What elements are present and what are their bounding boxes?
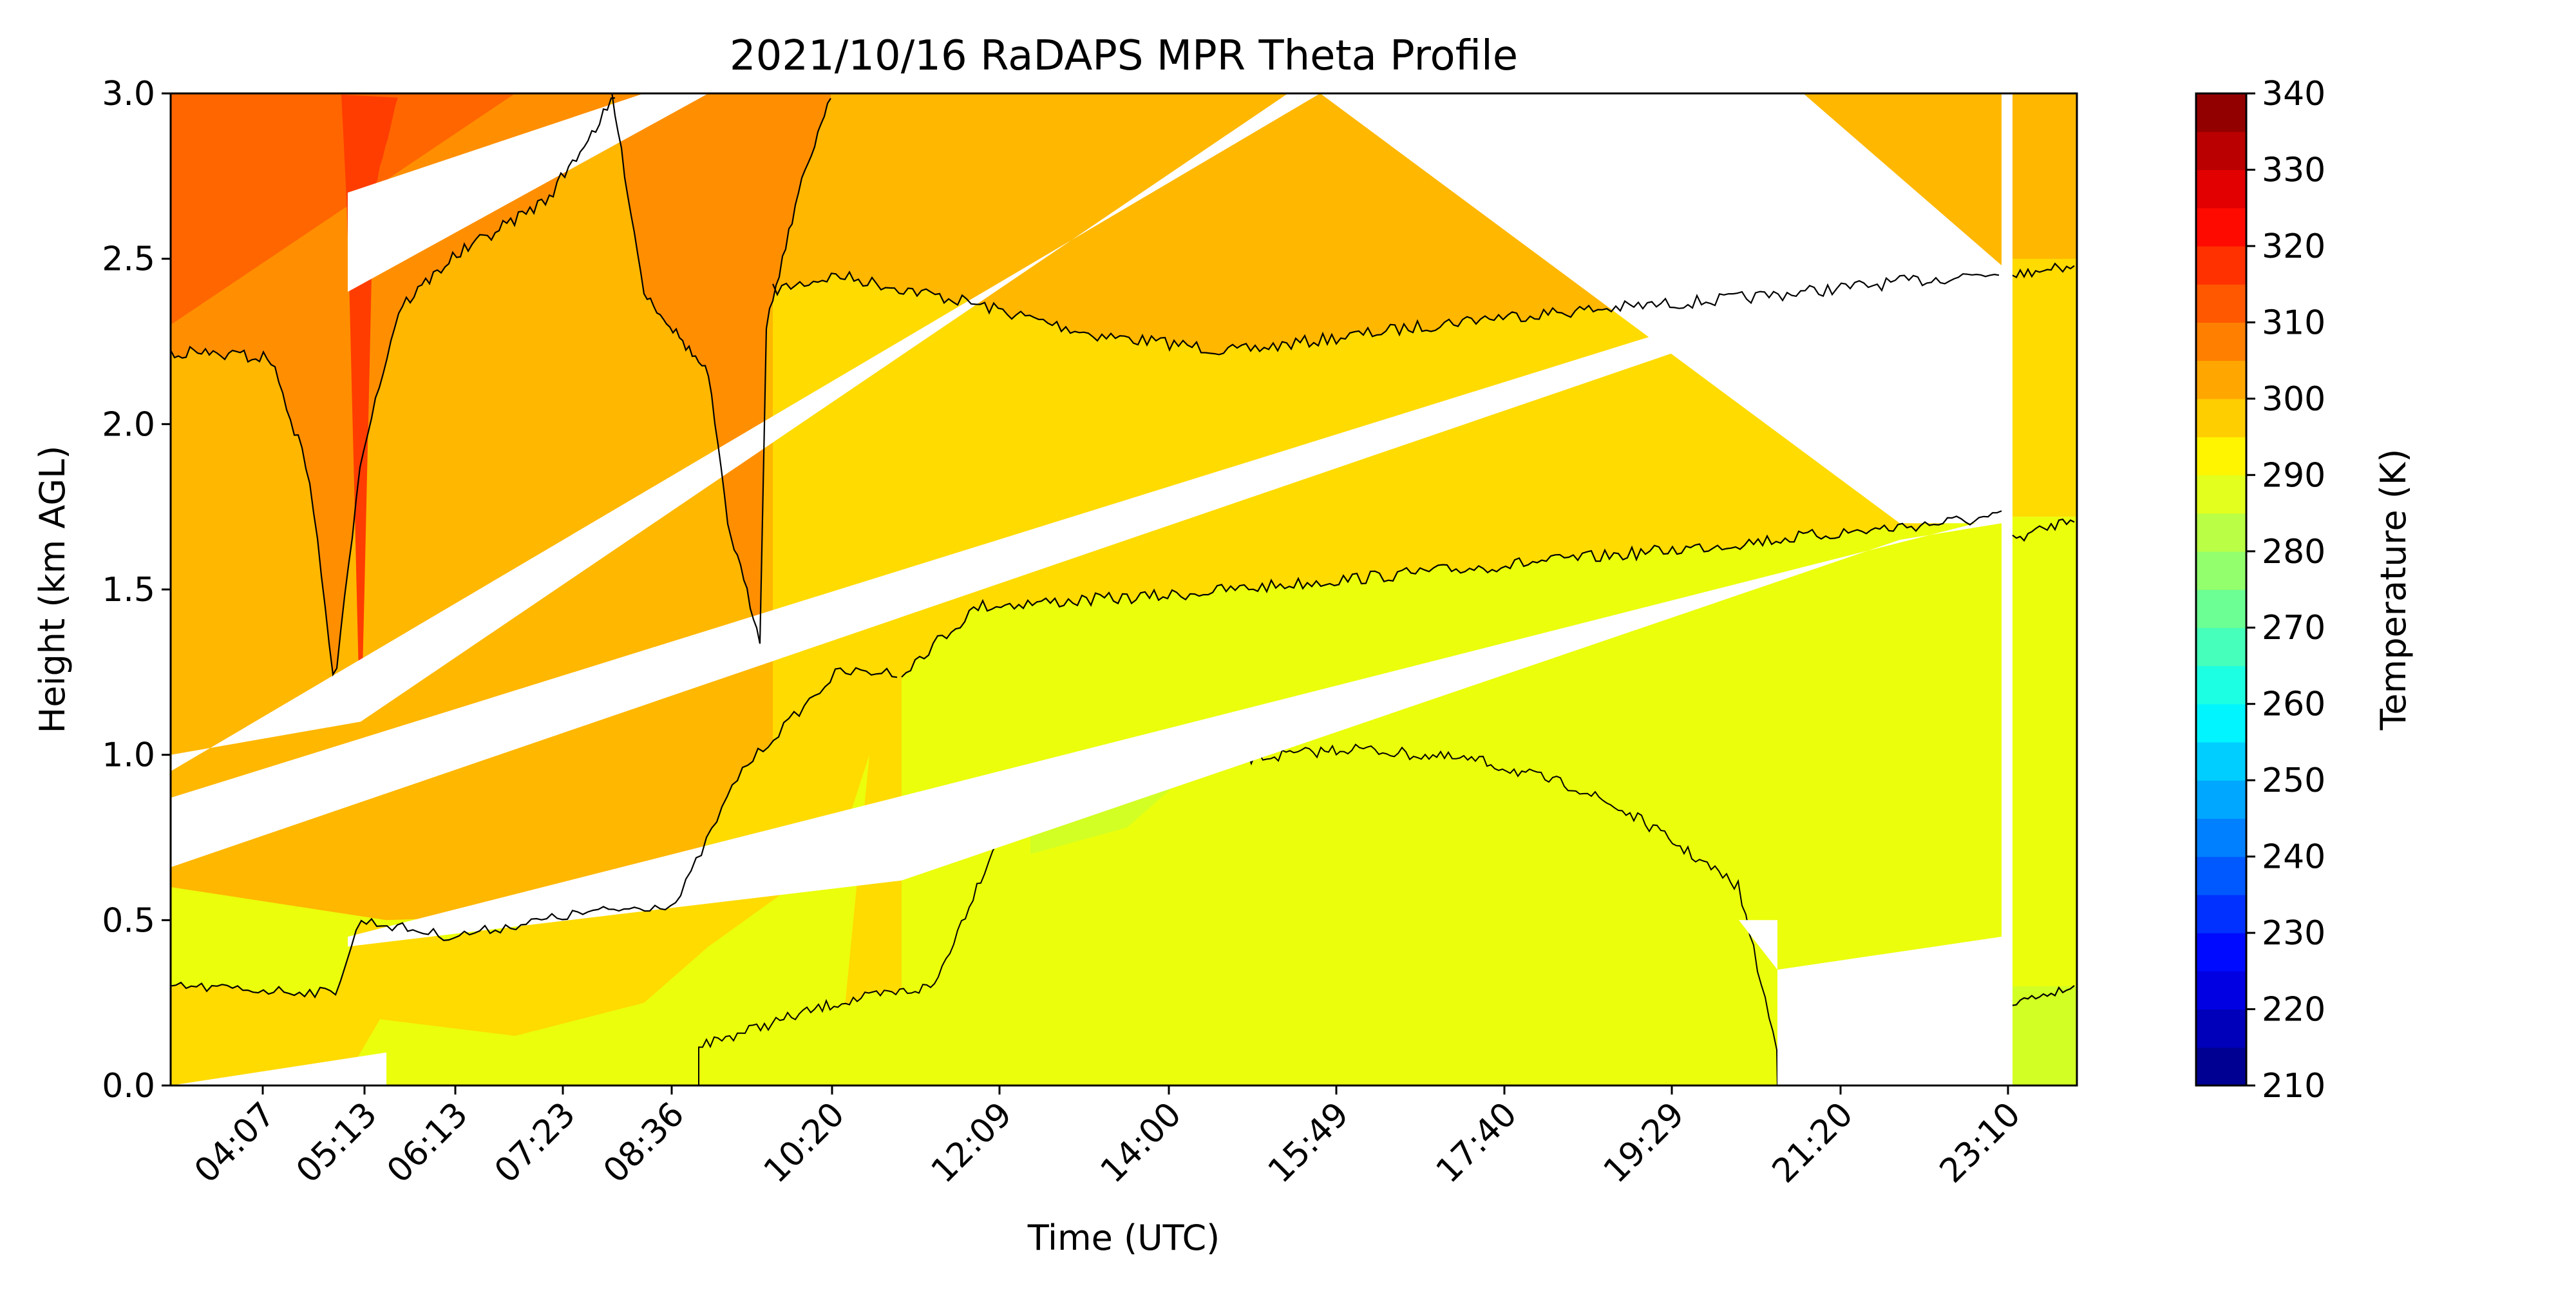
colorbar-segment — [2196, 322, 2246, 361]
colorbar-segment — [2196, 703, 2246, 743]
colorbar-tick-label: 240 — [2262, 838, 2325, 877]
colorbar-segment — [2196, 475, 2246, 514]
colorbar-segment — [2196, 818, 2246, 857]
contour-line-300 — [772, 271, 2000, 356]
colorbar-segment — [2196, 169, 2246, 209]
colorbar-tick-label: 270 — [2262, 609, 2325, 647]
contour-fill-310 — [171, 93, 515, 325]
colorbar — [2196, 93, 2246, 1086]
y-tick-label: 3.0 — [102, 75, 155, 113]
x-tick-label: 15:49 — [1261, 1095, 1356, 1191]
x-tick-label: 17:40 — [1429, 1095, 1524, 1191]
colorbar-segment — [2196, 894, 2246, 933]
missing-data-gap — [2002, 93, 2012, 1085]
contour-fill-305-mid — [612, 93, 831, 644]
missing-data-area — [171, 1052, 386, 1085]
colorbar-tick-label: 290 — [2262, 456, 2325, 495]
contour-fill-290-left — [171, 754, 869, 1085]
colorbar-tick-label: 260 — [2262, 685, 2325, 724]
x-tick-label: 07:23 — [488, 1095, 583, 1191]
final-column-295 — [2012, 258, 2077, 517]
x-tick-label: 12:09 — [924, 1095, 1019, 1191]
colorbar-frame — [2195, 92, 2248, 1087]
y-tick-label: 1.5 — [102, 571, 155, 609]
contour-line-final-300 — [2012, 262, 2075, 279]
colorbar-tick-label: 220 — [2262, 991, 2325, 1029]
colorbar-segment — [2196, 398, 2246, 437]
missing-data-area — [1777, 937, 2002, 1085]
y-tick-label: 0.5 — [102, 901, 155, 940]
colorbar-tick-label: 310 — [2262, 303, 2325, 342]
colorbar-segment — [2196, 360, 2246, 399]
x-tick-label: 04:07 — [187, 1095, 283, 1191]
missing-data-area — [1739, 920, 1777, 970]
x-tick-label: 10:20 — [757, 1095, 852, 1191]
x-tick-label: 05:13 — [289, 1095, 384, 1191]
colorbar-segment — [2196, 780, 2246, 819]
missing-data-stripe — [1320, 93, 2002, 524]
contour-line-final-295 — [2012, 518, 2075, 542]
colorbar-tick-label: 230 — [2262, 914, 2325, 953]
missing-data-stripe — [348, 517, 2002, 947]
colorbar-segment — [2196, 513, 2246, 552]
contour-line-295 — [901, 510, 2002, 678]
colorbar-segment — [2196, 207, 2246, 247]
colorbar-axis: 210 220 230 240 250 260 270 280 290 300 310 320 330 3… — [2246, 75, 2325, 1105]
colorbar-segment — [2196, 627, 2246, 667]
y-tick-label: 2.5 — [102, 240, 155, 279]
y-tick-label: 2.0 — [102, 405, 155, 444]
colorbar-segment — [2196, 1009, 2246, 1048]
colorbar-segment — [2196, 93, 2246, 132]
contour-line-305 — [171, 97, 616, 677]
colorbar-segment — [2196, 284, 2246, 323]
missing-data-stripe — [348, 93, 708, 292]
colorbar-segment — [2196, 856, 2246, 895]
colorbar-segment — [2196, 131, 2246, 171]
colorbar-label: Temperature (K) — [2373, 449, 2414, 731]
x-axis-title: Time (UTC) — [1027, 1218, 1220, 1258]
colorbar-segment — [2196, 589, 2246, 628]
contour-line-305-mid — [611, 93, 831, 644]
colorbar-tick-label: 330 — [2262, 151, 2325, 189]
y-axis: 0.0 0.5 1.0 1.5 2.0 2.5 3.0 — [102, 75, 171, 1105]
colorbar-segment — [2196, 551, 2246, 590]
colorbar-tick-label: 210 — [2262, 1067, 2325, 1105]
colorbar-tick-label: 300 — [2262, 380, 2325, 419]
colorbar-segment — [2196, 1047, 2246, 1086]
colorbar-tick-label: 340 — [2262, 75, 2325, 113]
colorbar-segment — [2196, 437, 2246, 475]
x-tick-label: 23:10 — [1933, 1095, 2028, 1191]
contour-line-295-left — [171, 667, 898, 999]
y-tick-label: 0.0 — [102, 1067, 155, 1105]
x-tick-label: 14:00 — [1094, 1095, 1189, 1191]
x-tick-label: 19:29 — [1596, 1095, 1692, 1191]
x-tick-label: 06:13 — [380, 1095, 475, 1191]
y-tick-label: 1.0 — [102, 736, 155, 775]
x-tick-label: 08:36 — [596, 1095, 692, 1191]
chart-title: 2021/10/16 RaDAPS MPR Theta Profile — [730, 32, 1518, 80]
colorbar-tick-label: 250 — [2262, 761, 2325, 800]
final-column-290 — [2012, 517, 2077, 986]
colorbar-segment — [2196, 741, 2246, 781]
missing-data-stripe — [171, 258, 1900, 868]
contour-fill-285-patch — [1030, 788, 1172, 854]
final-column-285 — [2012, 986, 2077, 1085]
colorbar-tick-label: 280 — [2262, 533, 2325, 571]
colorbar-segment — [2196, 933, 2246, 971]
x-tick-label: 21:20 — [1765, 1095, 1861, 1191]
colorbar-segment — [2196, 971, 2246, 1010]
y-axis-title: Height (km AGL) — [32, 446, 73, 734]
colorbar-segment — [2196, 665, 2246, 705]
contour-line-final-290 — [2012, 985, 2075, 1006]
missing-data-stripe — [171, 93, 1320, 772]
colorbar-segment — [2196, 245, 2246, 285]
plot-area — [171, 93, 2077, 1085]
colorbar-tick-label: 320 — [2262, 227, 2325, 266]
